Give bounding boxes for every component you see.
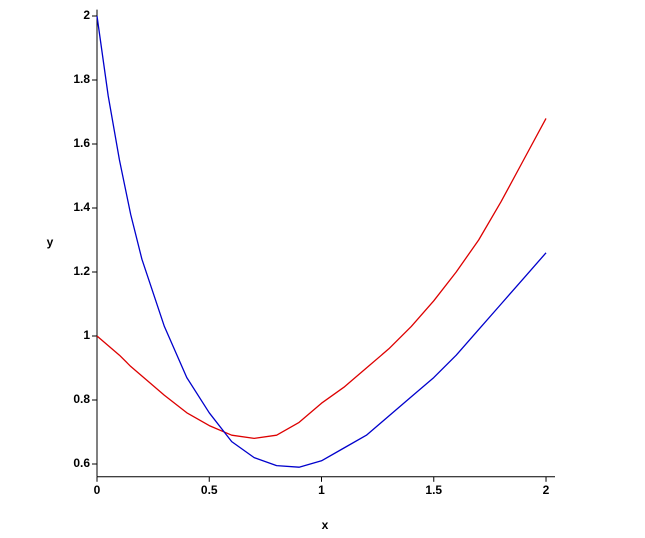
x-tick-label: 1 [318,483,325,497]
y-tick-label: 0.6 [73,456,90,470]
x-tick-label: 1.5 [425,483,442,497]
y-tick-label: 0.8 [73,392,90,406]
y-tick-label: 1.8 [73,72,90,86]
x-tick-label: 2 [543,483,550,497]
line [96,15,547,468]
y-tick-label: 1.4 [73,200,90,214]
y-tick-label: 1.6 [73,136,90,150]
y-tick-label: 1.2 [73,264,90,278]
y-axis-label: y [47,235,54,249]
y-tick-label: 2 [83,8,90,22]
x-axis-label: x [322,518,329,532]
x-tick-label: 0.5 [201,483,218,497]
y-tick-label: 1 [83,328,90,342]
x-tick-label: 0 [94,483,101,497]
line [96,118,547,440]
